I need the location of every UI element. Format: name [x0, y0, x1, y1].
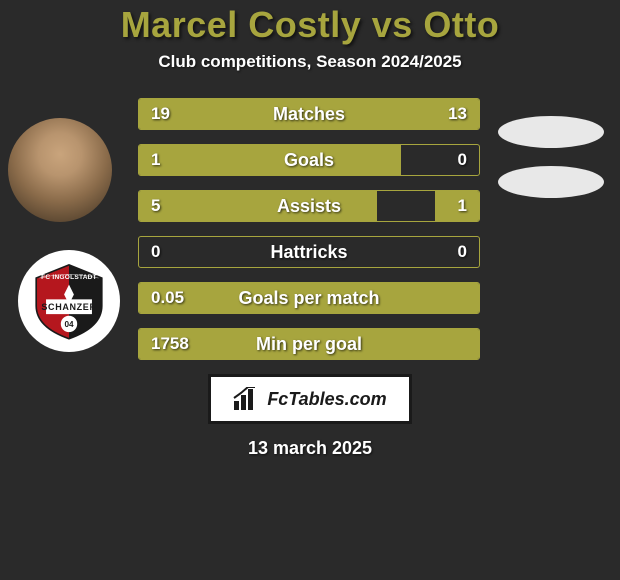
stat-row: 10Goals [138, 144, 480, 176]
stat-value-left: 1 [151, 145, 160, 175]
club-crest-icon: FC INGOLSTADT SCHANZER 04 [28, 260, 110, 342]
subtitle: Club competitions, Season 2024/2025 [0, 52, 620, 72]
stat-value-left: 19 [151, 99, 170, 129]
player2-club-badge [498, 166, 604, 198]
page-title: Marcel Costly vs Otto [0, 4, 620, 46]
stat-value-left: 0 [151, 237, 160, 267]
date-text: 13 march 2025 [0, 438, 620, 459]
bar-fill-left [139, 329, 479, 359]
stat-value-right: 0 [458, 145, 467, 175]
bars-logo-icon [233, 387, 261, 411]
stat-value-right: 1 [458, 191, 467, 221]
bar-fill-left [139, 283, 479, 313]
stat-value-left: 0.05 [151, 283, 184, 313]
stat-row: 51Assists [138, 190, 480, 222]
bar-fill-left [139, 191, 377, 221]
comparison-infographic: Marcel Costly vs Otto Club competitions,… [0, 0, 620, 580]
stat-row: 1758Min per goal [138, 328, 480, 360]
stat-bars: 1913Matches10Goals51Assists00Hattricks0.… [138, 98, 480, 360]
player2-avatar [498, 116, 604, 148]
stat-value-right: 13 [448, 99, 467, 129]
watermark-text: FcTables.com [267, 389, 386, 410]
watermark: FcTables.com [208, 374, 412, 424]
stats-area: FC INGOLSTADT SCHANZER 04 1913Matches10G… [0, 98, 620, 360]
player1-avatar [8, 118, 112, 222]
svg-text:FC INGOLSTADT: FC INGOLSTADT [41, 274, 97, 281]
svg-text:04: 04 [64, 320, 74, 329]
stat-value-left: 5 [151, 191, 160, 221]
stat-row: 0 0Hattricks [138, 236, 480, 268]
avatar-placeholder [8, 118, 112, 222]
player1-club-badge: FC INGOLSTADT SCHANZER 04 [18, 250, 120, 352]
stat-value-right: 0 [458, 237, 467, 267]
stat-row: 0.05Goals per match [138, 282, 480, 314]
stat-label: Hattricks [139, 237, 479, 267]
stat-row: 1913Matches [138, 98, 480, 130]
bar-fill-left [139, 145, 401, 175]
stat-value-left: 1758 [151, 329, 189, 359]
